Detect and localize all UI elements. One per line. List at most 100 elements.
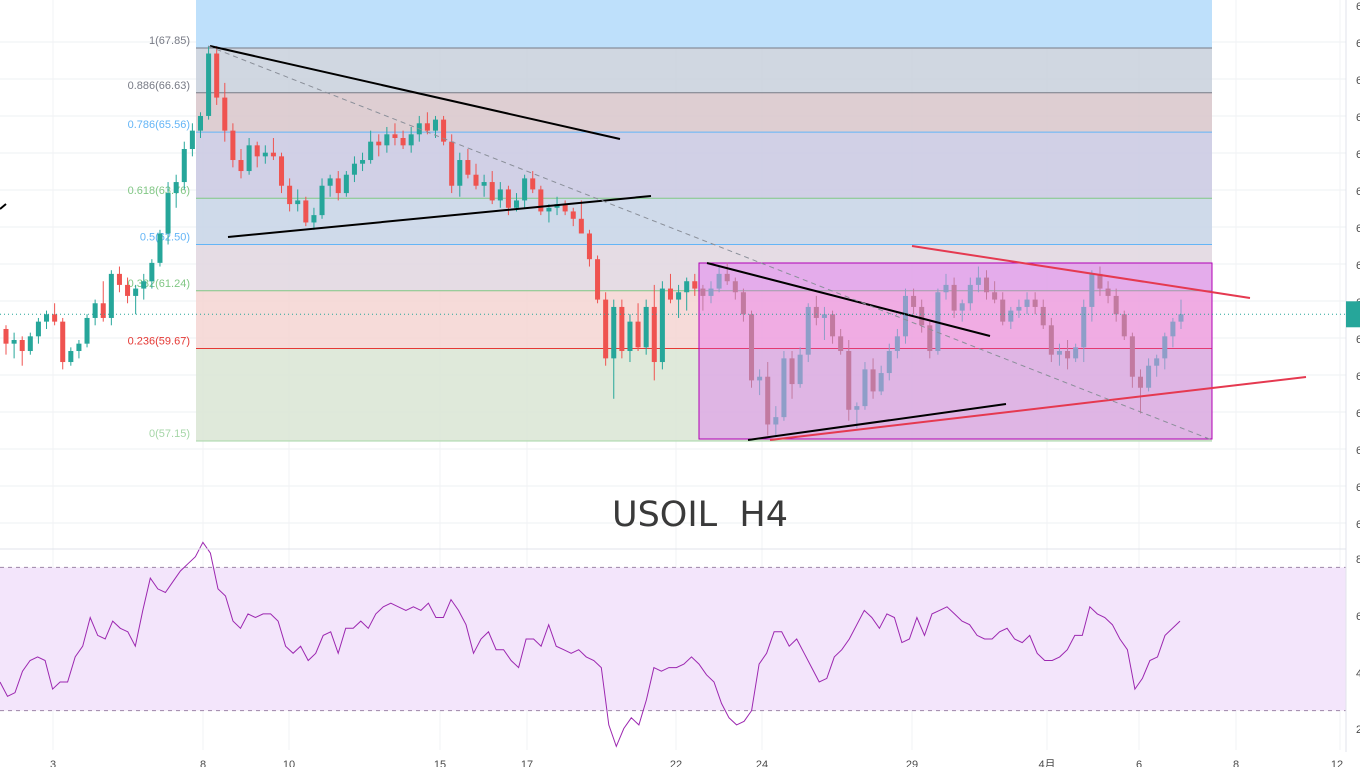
candle-body [1137,376,1143,388]
candle-body [894,336,900,352]
candle-body [619,306,625,352]
candle [635,303,641,352]
candle-body [489,182,495,201]
candle-body [838,336,844,352]
candle [692,273,698,296]
fib-level-label: 0.382(61.24) [128,278,190,290]
time-tick-label: 22 [670,759,682,767]
candle-body [327,178,333,186]
candle-body [676,292,682,300]
candle-body [384,134,390,146]
time-tick-label: 10 [283,759,295,767]
trendline-range-top [706,262,991,337]
candle-body [732,281,738,293]
candle-body [611,306,617,359]
candle-body [643,306,649,348]
candle-body [586,233,592,260]
price-tick-label: 6 [1356,112,1360,124]
candle-body [108,273,114,318]
candle [279,152,285,194]
candle [125,277,131,304]
candle [1008,306,1014,329]
candle [911,288,917,315]
candle [173,174,179,208]
candle [724,262,730,285]
candle-body [376,141,382,146]
candle [838,328,844,355]
candle-body [1000,299,1006,322]
price-tick-label: 6 [1356,408,1360,420]
candle [651,284,657,381]
candle-body [35,321,41,337]
candle [376,134,382,157]
candle [189,123,195,157]
candle [813,295,819,326]
candle [627,314,633,363]
candle-body [230,130,236,161]
candle-body [68,351,74,363]
candle [181,141,187,190]
candle-body [1105,288,1111,296]
candle [92,299,98,326]
candle-body [1024,299,1030,307]
candle [732,277,738,300]
candle-body [951,284,957,311]
candle [846,339,852,421]
candle [44,310,50,329]
price-tick-label: 6 [1356,38,1360,50]
candle [351,156,357,183]
candle [765,362,771,436]
candle [473,163,479,190]
trendlines[interactable] [0,45,1346,441]
candle-body [100,303,106,318]
price-tick-label: 6 [1356,75,1360,87]
candle-body [351,163,357,175]
candle [254,141,260,168]
candle-body [1170,321,1176,337]
fib-level-label: 0.886(66.63) [128,80,190,92]
candle [287,178,293,212]
candle [408,126,414,153]
candle-body [92,303,98,318]
candle-body [716,273,722,289]
candle-body [3,328,9,344]
candle [197,112,203,138]
candle [740,288,746,322]
candle [157,229,163,267]
candle [1113,288,1119,322]
candlestick-series [3,46,1184,436]
rsi-band [0,567,1346,711]
candle-body [44,314,50,322]
candle [1129,332,1135,388]
candle [270,137,276,161]
candle-body [570,211,576,219]
candle-body [757,376,763,381]
trendline-red-upper [911,245,1251,299]
current-price-tag [1346,301,1360,328]
candle [311,207,317,230]
candle [586,229,592,267]
candle-body [813,306,819,318]
candle [222,82,228,142]
candle [1146,358,1152,392]
fibonacci-retracement[interactable]: 1(67.85) 0.886(66.63) 0.786(65.56) 0.618(63… [128,0,1212,442]
candle [335,171,341,201]
candle [295,189,301,212]
candle-body [1129,336,1135,377]
candle-body [603,299,609,359]
candle-body [408,134,414,146]
price-tick-label: 6 [1356,1,1360,13]
candle-body [173,182,179,194]
candle [522,174,528,208]
candle [1162,332,1168,370]
candle-body [627,321,633,352]
price-tick-label: 6 [1356,334,1360,346]
candle [141,273,147,300]
candle-body [821,314,827,318]
candle [797,347,803,388]
candle-body [473,174,479,186]
candle-body [1081,306,1087,348]
candle-body [514,200,520,208]
